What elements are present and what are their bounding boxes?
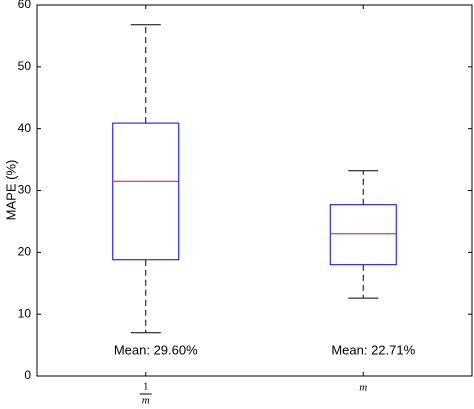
x-tick-label: m <box>359 382 367 394</box>
y-tick-label: 40 <box>18 121 32 135</box>
y-tick-label: 10 <box>18 306 32 320</box>
x-tick-numerator: 1 <box>143 381 149 393</box>
y-tick-label: 0 <box>24 368 31 382</box>
box <box>112 122 180 261</box>
y-tick-label: 20 <box>18 245 32 259</box>
x-tick-denominator: m <box>142 395 150 404</box>
axes-frame <box>36 4 473 377</box>
annotation: Mean: 22.71% <box>331 342 415 357</box>
y-tick-label: 30 <box>18 183 32 197</box>
y-tick-label: 50 <box>18 59 32 73</box>
y-axis-label: MAPE (%) <box>3 160 18 221</box>
y-tick-label: 60 <box>18 0 32 11</box>
annotation: Mean: 29.60% <box>114 342 198 357</box>
box <box>329 204 397 266</box>
